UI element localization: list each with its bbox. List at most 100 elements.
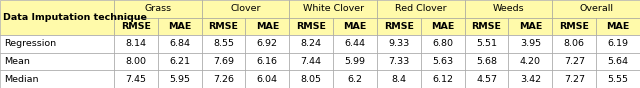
Text: 3.42: 3.42: [520, 75, 541, 84]
Text: 6.04: 6.04: [257, 75, 278, 84]
Bar: [246, 70, 289, 88]
Text: MAE: MAE: [518, 22, 542, 31]
Bar: [377, 0, 465, 18]
Bar: [114, 70, 157, 88]
Text: Median: Median: [4, 75, 38, 84]
Text: MAE: MAE: [168, 22, 191, 31]
Text: 5.64: 5.64: [607, 57, 628, 66]
Text: RMSE: RMSE: [472, 22, 502, 31]
Text: 7.27: 7.27: [564, 75, 585, 84]
Bar: [465, 53, 509, 70]
Text: 5.99: 5.99: [344, 57, 365, 66]
Text: 7.27: 7.27: [564, 57, 585, 66]
Text: 4.57: 4.57: [476, 75, 497, 84]
Bar: [377, 18, 421, 35]
Bar: [202, 18, 246, 35]
Bar: [333, 70, 377, 88]
Text: 8.55: 8.55: [213, 40, 234, 48]
Text: Overall: Overall: [579, 4, 613, 13]
Text: 6.44: 6.44: [344, 40, 365, 48]
Bar: [596, 18, 640, 35]
Text: MAE: MAE: [431, 22, 454, 31]
Bar: [552, 53, 596, 70]
Bar: [596, 35, 640, 53]
Bar: [246, 18, 289, 35]
Bar: [289, 53, 333, 70]
Text: RMSE: RMSE: [296, 22, 326, 31]
Text: 7.45: 7.45: [125, 75, 147, 84]
Bar: [465, 70, 509, 88]
Text: 7.69: 7.69: [213, 57, 234, 66]
Text: 6.19: 6.19: [607, 40, 628, 48]
Bar: [0, 70, 114, 88]
Bar: [509, 53, 552, 70]
Bar: [333, 18, 377, 35]
Text: Regression: Regression: [4, 40, 56, 48]
Text: 5.51: 5.51: [476, 40, 497, 48]
Text: 6.2: 6.2: [348, 75, 362, 84]
Text: 6.80: 6.80: [432, 40, 453, 48]
Text: 5.68: 5.68: [476, 57, 497, 66]
Text: 6.92: 6.92: [257, 40, 278, 48]
Bar: [465, 18, 509, 35]
Bar: [509, 18, 552, 35]
Text: RMSE: RMSE: [559, 22, 589, 31]
Bar: [114, 53, 157, 70]
Text: 8.24: 8.24: [301, 40, 322, 48]
Bar: [114, 18, 157, 35]
Text: Clover: Clover: [230, 4, 260, 13]
Text: Weeds: Weeds: [493, 4, 524, 13]
Bar: [289, 35, 333, 53]
Text: RMSE: RMSE: [384, 22, 414, 31]
Text: 6.84: 6.84: [169, 40, 190, 48]
Bar: [202, 0, 289, 18]
Text: 8.06: 8.06: [564, 40, 585, 48]
Bar: [596, 53, 640, 70]
Bar: [114, 0, 202, 18]
Bar: [377, 35, 421, 53]
Text: 4.20: 4.20: [520, 57, 541, 66]
Text: Grass: Grass: [144, 4, 172, 13]
Text: 9.33: 9.33: [388, 40, 410, 48]
Bar: [596, 70, 640, 88]
Text: 5.95: 5.95: [169, 75, 190, 84]
Bar: [552, 18, 596, 35]
Bar: [421, 70, 465, 88]
Bar: [333, 35, 377, 53]
Text: 5.55: 5.55: [607, 75, 628, 84]
Bar: [246, 35, 289, 53]
Text: Red Clover: Red Clover: [395, 4, 447, 13]
Text: 5.63: 5.63: [432, 57, 453, 66]
Text: Mean: Mean: [4, 57, 30, 66]
Bar: [246, 53, 289, 70]
Text: 6.16: 6.16: [257, 57, 278, 66]
Text: 8.00: 8.00: [125, 57, 147, 66]
Bar: [157, 70, 202, 88]
Bar: [157, 35, 202, 53]
Bar: [202, 35, 246, 53]
Text: 8.05: 8.05: [301, 75, 322, 84]
Text: 3.95: 3.95: [520, 40, 541, 48]
Text: 8.4: 8.4: [392, 75, 406, 84]
Bar: [0, 0, 114, 35]
Bar: [333, 53, 377, 70]
Text: Data Imputation technique: Data Imputation technique: [3, 13, 147, 22]
Bar: [0, 35, 114, 53]
Bar: [289, 18, 333, 35]
Bar: [202, 53, 246, 70]
Text: RMSE: RMSE: [209, 22, 239, 31]
Text: 6.12: 6.12: [432, 75, 453, 84]
Text: 8.14: 8.14: [125, 40, 147, 48]
Bar: [289, 70, 333, 88]
Bar: [465, 0, 552, 18]
Bar: [552, 70, 596, 88]
Text: MAE: MAE: [255, 22, 279, 31]
Bar: [552, 35, 596, 53]
Text: MAE: MAE: [606, 22, 630, 31]
Bar: [421, 18, 465, 35]
Bar: [202, 70, 246, 88]
Bar: [509, 70, 552, 88]
Bar: [289, 0, 377, 18]
Bar: [377, 53, 421, 70]
Text: 6.21: 6.21: [169, 57, 190, 66]
